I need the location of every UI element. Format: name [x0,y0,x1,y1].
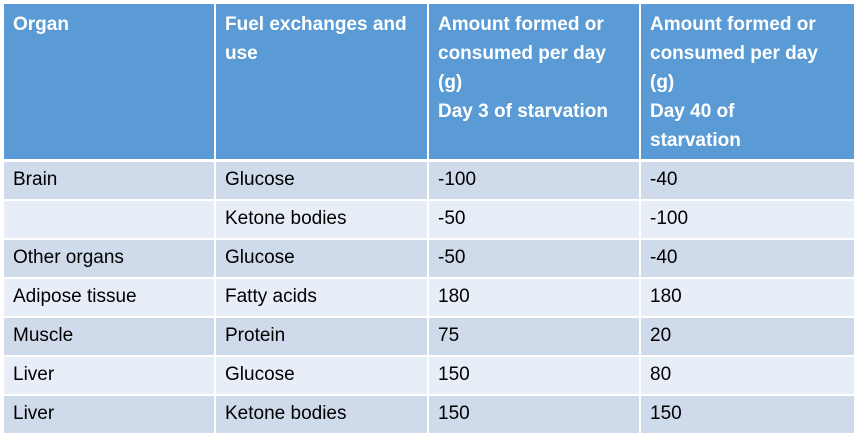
cell-organ: Muscle [4,316,216,357]
cell-day-40: -40 [640,238,854,279]
header-organ: Organ [4,4,216,162]
cell-organ [4,199,216,240]
cell-day-3: 180 [428,277,641,318]
header-line: Fuel exchanges and [225,14,407,35]
header-line: (g) [650,72,675,93]
header-line: Amount formed or [650,14,816,35]
header-line: starvation [650,130,741,151]
header-fuel-exchanges: Fuel exchanges and use [215,4,429,162]
header-row: Organ Fuel exchanges and use Amount formed … [4,4,854,162]
cell-day-3: 75 [428,316,641,357]
header-line: Organ [13,14,69,35]
starvation-fuel-table: Organ Fuel exchanges and use Amount formed … [4,4,854,435]
cell-day-40: -40 [640,160,854,201]
table-container: Organ Fuel exchanges and use Amount formed … [4,4,854,435]
cell-fuel: Glucose [215,238,429,279]
table-row: Brain Glucose -100 -40 [4,160,854,201]
cell-day-3: -50 [428,238,641,279]
cell-day-40: 80 [640,355,854,396]
cell-day-3: 150 [428,394,641,435]
cell-day-40: -100 [640,199,854,240]
header-line: consumed per day [650,43,818,64]
cell-day-40: 20 [640,316,854,357]
cell-day-3: 150 [428,355,641,396]
table-header: Organ Fuel exchanges and use Amount formed … [4,4,854,162]
header-line: consumed per day [438,43,606,64]
cell-fuel: Glucose [215,160,429,201]
header-line: Day 40 of [650,101,735,122]
cell-fuel: Protein [215,316,429,357]
cell-day-40: 180 [640,277,854,318]
cell-day-3: -100 [428,160,641,201]
header-line: (g) [438,72,463,93]
table-row: Other organs Glucose -50 -40 [4,238,854,279]
cell-fuel: Ketone bodies [215,199,429,240]
header-day-40: Amount formed or consumed per day (g) Day 4… [640,4,854,162]
table-body: Brain Glucose -100 -40 Ketone bodies -50 -100 O… [4,160,854,435]
cell-day-3: -50 [428,199,641,240]
table-row: Liver Glucose 150 80 [4,355,854,396]
table-row: Adipose tissue Fatty acids 180 180 [4,277,854,318]
cell-day-40: 150 [640,394,854,435]
cell-organ: Other organs [4,238,216,279]
cell-fuel: Glucose [215,355,429,396]
header-line: Amount formed or [438,14,604,35]
table-row: Ketone bodies -50 -100 [4,199,854,240]
table-row: Liver Ketone bodies 150 150 [4,394,854,435]
cell-fuel: Ketone bodies [215,394,429,435]
header-line: use [225,43,258,64]
cell-organ: Brain [4,160,216,201]
cell-organ: Liver [4,355,216,396]
header-line: Day 3 of starvation [438,101,608,122]
cell-fuel: Fatty acids [215,277,429,318]
header-day-3: Amount formed or consumed per day (g) Day 3… [428,4,641,162]
table-row: Muscle Protein 75 20 [4,316,854,357]
cell-organ: Adipose tissue [4,277,216,318]
cell-organ: Liver [4,394,216,435]
